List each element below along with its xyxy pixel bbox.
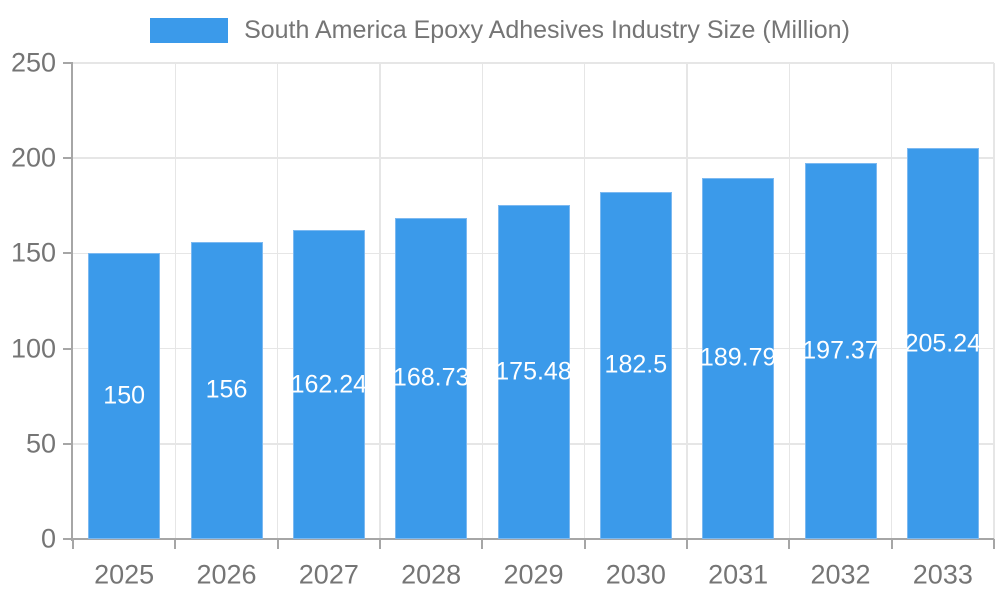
- bar[interactable]: [804, 163, 877, 539]
- x-tick-mark: [481, 539, 484, 549]
- legend-swatch[interactable]: [150, 18, 229, 43]
- y-tick-mark: [63, 62, 73, 64]
- v-gridline: [174, 63, 177, 539]
- x-tick-mark: [379, 539, 381, 549]
- bar[interactable]: [702, 177, 775, 539]
- x-tick-mark: [583, 539, 586, 549]
- bar-value-label: 197.37: [802, 336, 879, 365]
- y-tick-mark: [63, 347, 73, 350]
- bar-value-label: 182.5: [604, 350, 668, 379]
- bar[interactable]: [395, 217, 468, 539]
- bar-value-label: 175.48: [495, 357, 572, 386]
- x-tick-mark: [788, 539, 791, 549]
- y-axis-line: [71, 63, 73, 541]
- y-tick-label: 150: [10, 237, 56, 268]
- bar-value-label: 189.79: [699, 343, 777, 372]
- bar-value-label: 156: [205, 375, 248, 404]
- y-tick-mark: [63, 442, 73, 445]
- bar[interactable]: [497, 204, 570, 539]
- x-tick-label: 2031: [708, 559, 769, 590]
- x-tick-mark: [276, 539, 279, 549]
- x-tick-label: 2029: [503, 559, 564, 590]
- y-tick-label: 0: [40, 523, 56, 554]
- x-tick-mark: [993, 539, 995, 549]
- y-tick-mark: [63, 157, 73, 160]
- v-gridline: [583, 63, 586, 539]
- v-gridline: [686, 63, 688, 539]
- x-tick-label: 2027: [298, 559, 359, 590]
- bar[interactable]: [292, 230, 365, 539]
- x-tick-label: 2025: [94, 559, 155, 590]
- y-tick-label: 250: [10, 47, 56, 78]
- v-gridline: [379, 63, 381, 539]
- x-tick-mark: [174, 539, 177, 549]
- x-tick-label: 2026: [196, 559, 257, 590]
- v-gridline: [481, 63, 484, 539]
- bar-value-label: 150: [103, 381, 146, 410]
- v-gridline: [276, 63, 279, 539]
- h-gridline: [73, 157, 994, 159]
- x-tick-label: 2032: [810, 559, 871, 590]
- x-tick-mark: [686, 539, 688, 549]
- bar-value-label: 205.24: [904, 329, 982, 358]
- bar[interactable]: [190, 241, 263, 539]
- y-tick-label: 50: [25, 428, 56, 459]
- bar[interactable]: [599, 191, 672, 539]
- x-tick-mark: [72, 539, 74, 549]
- y-tick-label: 100: [10, 333, 56, 364]
- legend: South America Epoxy Adhesives Industry S…: [0, 16, 1000, 45]
- x-tick-label: 2028: [401, 559, 462, 590]
- bar-value-label: 162.24: [290, 370, 368, 399]
- y-tick-mark: [63, 538, 73, 540]
- bar[interactable]: [906, 148, 979, 539]
- x-tick-mark: [890, 539, 893, 549]
- bar-value-label: 168.73: [392, 363, 470, 392]
- legend-label[interactable]: South America Epoxy Adhesives Industry S…: [244, 16, 850, 44]
- x-axis-line: [73, 538, 994, 540]
- x-tick-label: 2033: [912, 559, 973, 590]
- bar[interactable]: [88, 253, 161, 539]
- v-gridline: [788, 63, 791, 539]
- v-gridline: [993, 63, 995, 539]
- x-tick-label: 2030: [605, 559, 666, 590]
- y-tick-label: 200: [10, 142, 56, 173]
- v-gridline: [890, 63, 893, 539]
- h-gridline: [73, 62, 994, 64]
- y-tick-mark: [63, 252, 73, 255]
